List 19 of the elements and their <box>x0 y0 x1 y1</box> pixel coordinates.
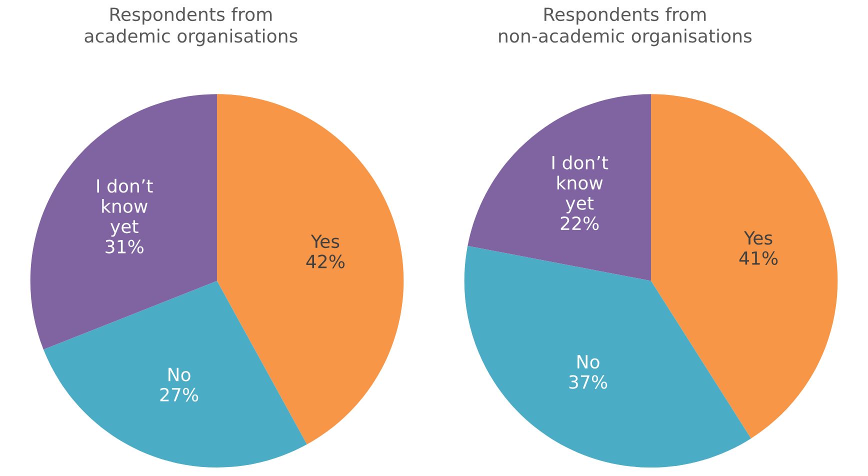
data-label: 42% <box>306 254 345 268</box>
pie-slice <box>217 94 404 444</box>
data-label: 37% <box>569 375 608 389</box>
slice-label: No <box>578 355 600 369</box>
pie-slice <box>651 94 838 438</box>
data-label: 22% <box>560 216 599 230</box>
data-label: 41% <box>739 251 778 265</box>
slice-label: I don’t know yet <box>552 155 608 214</box>
pie-slice <box>43 280 307 468</box>
slice-label: Yes <box>310 234 340 248</box>
slice-label: I don’t know yet <box>97 178 153 237</box>
data-label: 31% <box>106 240 144 254</box>
chart-title: Respondents from non-academic organisations <box>499 7 752 46</box>
chart-title: Respondents from academic organisations <box>84 7 298 46</box>
data-label: 27% <box>160 388 198 402</box>
pie-slice <box>468 94 651 281</box>
slice-label: Yes <box>744 231 772 245</box>
pie-slice <box>30 94 217 350</box>
slice-label: No <box>168 368 190 382</box>
